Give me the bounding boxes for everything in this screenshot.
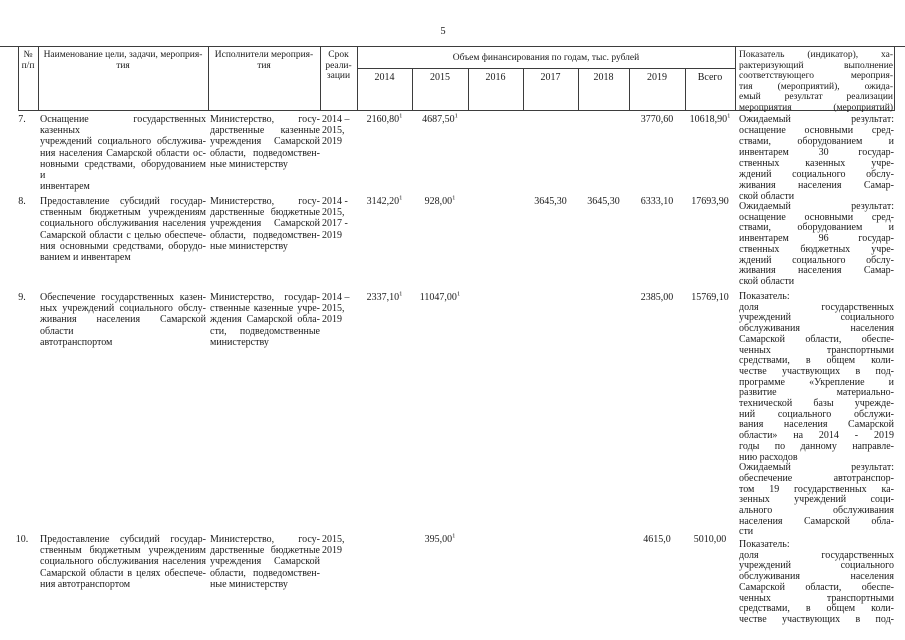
grid-line bbox=[357, 46, 358, 110]
row-term: 2014 –2015, 2019 bbox=[322, 292, 350, 326]
amount-2019: 2385,00 bbox=[640, 292, 674, 303]
amount-2015: 395,001 bbox=[424, 532, 456, 545]
header-year-2017: 2017 bbox=[540, 72, 561, 83]
row-indicator: Ожидаемый результат: оснащение основными … bbox=[739, 201, 894, 287]
grid-line bbox=[38, 46, 39, 110]
header-executors: Исполнители мероприя-тия bbox=[214, 50, 314, 71]
row-executors: Министерство, госу-дарственные казенные у… bbox=[210, 114, 320, 170]
amount-2014: 2337,101 bbox=[366, 290, 403, 303]
grid-line bbox=[208, 46, 209, 110]
grid-line bbox=[735, 46, 736, 110]
amount-total: 10618,901 bbox=[689, 112, 731, 125]
grid-line bbox=[629, 68, 630, 110]
row-executors: Министерство, государ-ственные казенные … bbox=[210, 292, 320, 348]
grid-line bbox=[685, 68, 686, 110]
footnote-marker: 1 bbox=[452, 194, 456, 202]
footnote-marker: 1 bbox=[452, 532, 456, 540]
row-number: 10. bbox=[15, 534, 29, 545]
row-name: Обеспечение государственных казен-ных уч… bbox=[40, 292, 206, 348]
grid-line bbox=[578, 68, 579, 110]
grid-line bbox=[468, 68, 469, 110]
header-bottom-border bbox=[18, 110, 895, 111]
footnote-marker: 1 bbox=[399, 290, 403, 298]
amount-2019: 6333,10 bbox=[640, 196, 674, 207]
header-year-2014: 2014 bbox=[374, 72, 395, 83]
amount-2015: 928,001 bbox=[424, 194, 456, 207]
grid-line bbox=[18, 46, 19, 110]
amount-total: 15769,10 bbox=[691, 292, 729, 303]
header-funding: Объем финансирования по годам, тыс. рубл… bbox=[452, 53, 640, 63]
grid-line bbox=[320, 46, 321, 110]
grid-line bbox=[894, 46, 895, 110]
row-executors: Министерство, госу-дарственные бюджетные… bbox=[210, 534, 320, 590]
footnote-marker: 1 bbox=[727, 112, 731, 120]
row-name: Предоставление субсидий государ-ственным… bbox=[40, 534, 206, 590]
row-term: 2014 -2015, 2017 -2019 bbox=[322, 196, 348, 241]
footnote-marker: 1 bbox=[454, 112, 458, 120]
grid-line bbox=[412, 68, 413, 110]
amount-2014: 2160,801 bbox=[366, 112, 403, 125]
header-year-2016: 2016 bbox=[485, 72, 506, 83]
row-indicator: Показатель: доля государственных учреждени… bbox=[739, 291, 894, 538]
row-indicator: Показатель: доля государственных учреждени… bbox=[739, 539, 894, 625]
row-indicator: Ожидаемый результат: оснащение основными … bbox=[739, 114, 894, 202]
amount-2019: 4615,0 bbox=[643, 534, 671, 545]
funding-divider-line bbox=[357, 68, 735, 69]
row-name: Предоставление субсидий государ-ственным… bbox=[40, 196, 206, 264]
amount-total: 5010,00 bbox=[693, 534, 727, 545]
row-name: Оснащение государственных казенных учрежд… bbox=[40, 114, 206, 193]
row-term: 2014 –2015, 2019 bbox=[322, 114, 350, 148]
amount-2019: 3770,60 bbox=[640, 114, 674, 125]
page-number: 5 bbox=[440, 26, 446, 37]
amount-2018: 3645,30 bbox=[587, 196, 620, 207]
amount-2015: 4687,501 bbox=[422, 112, 458, 125]
amount-2017: 3645,30 bbox=[534, 196, 567, 207]
row-executors: Министерство, госу-дарственные бюджетные… bbox=[210, 196, 320, 252]
header-year-2015: 2015 bbox=[430, 72, 450, 83]
footnote-marker: 1 bbox=[456, 290, 461, 298]
grid-line bbox=[523, 68, 524, 110]
row-number: 7. bbox=[18, 114, 26, 125]
row-number: 9. bbox=[18, 292, 26, 303]
amount-2014: 3142,201 bbox=[366, 194, 403, 207]
header-term: Срок реали-зации bbox=[325, 50, 352, 82]
header-num: № п/п bbox=[21, 50, 35, 71]
header-indicator: Показатель (индикатор), ха-рактеризующий… bbox=[739, 50, 893, 113]
footnote-marker: 1 bbox=[399, 112, 403, 120]
header-year-total: Всего bbox=[697, 72, 723, 83]
table-top-border bbox=[0, 46, 905, 47]
footnote-marker: 1 bbox=[399, 194, 403, 202]
amount-total: 17693,90 bbox=[691, 196, 729, 207]
header-name: Наименование цели, задачи, мероприя-тия bbox=[43, 50, 203, 71]
header-year-2018: 2018 bbox=[593, 72, 614, 83]
row-number: 8. bbox=[18, 196, 26, 207]
header-year-2019: 2019 bbox=[647, 72, 667, 83]
row-term: 2015, 2019 bbox=[322, 534, 345, 557]
amount-2015: 11047,001 bbox=[419, 290, 461, 303]
